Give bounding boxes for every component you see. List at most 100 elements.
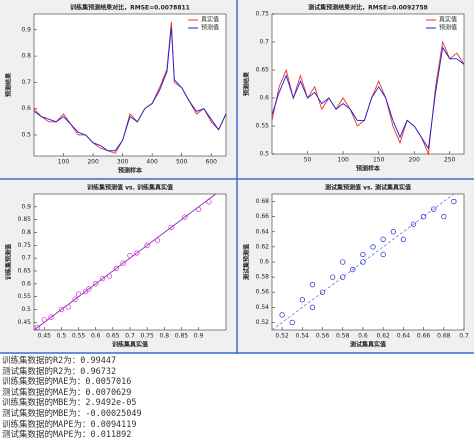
scatter-point — [34, 324, 41, 331]
y-tick-label: 0.7 — [21, 255, 31, 262]
x-tick-label: 600 — [206, 159, 218, 166]
scatter-point — [360, 251, 366, 258]
x-tick-label: 0.66 — [417, 333, 431, 340]
x-axis-label: 测试集真实值 — [350, 341, 386, 349]
y-tick-label: 0.62 — [256, 243, 270, 250]
x-tick-label: 50 — [304, 157, 312, 164]
x-tick-label: 200 — [87, 159, 99, 166]
legend-label: 预测值 — [201, 24, 219, 32]
scatter-point — [127, 252, 133, 259]
legend-label: 真实值 — [439, 16, 457, 24]
y-axis-label: 预测结果 — [243, 72, 251, 96]
scatter-point — [410, 221, 417, 227]
x-tick-label: 500 — [176, 159, 188, 166]
x-axis-label: 预测样本 — [356, 165, 381, 173]
y-tick-label: 0.66 — [256, 213, 270, 220]
y-tick-label: 0.6 — [21, 280, 31, 287]
legend-label: 真实值 — [201, 16, 219, 24]
scatter-point — [390, 229, 396, 235]
x-tick-label: 0.6 — [358, 333, 368, 340]
y-tick-label: 0.56 — [256, 289, 270, 296]
y-tick-label: 0.65 — [18, 267, 32, 274]
y-tick-label: 0.5 — [21, 306, 31, 313]
y-tick-label: 0.64 — [256, 228, 270, 235]
plot-area — [271, 193, 465, 331]
scatter-point — [360, 259, 366, 265]
console-line: 训练集数据的R2为：0.99447 — [2, 356, 117, 366]
scatter-point — [380, 251, 386, 258]
y-tick-label: 0.7 — [21, 79, 31, 86]
scatter-point — [299, 297, 305, 303]
chart-title: 训练集预测结果对比，RMSE=0.0078811 — [70, 4, 190, 12]
plot-area — [33, 193, 227, 331]
x-tick-label: 0.56 — [316, 333, 330, 340]
x-tick-label: 0.58 — [336, 333, 350, 340]
scatter-point — [144, 242, 150, 248]
x-tick-label: 0.54 — [296, 333, 310, 340]
scatter-point — [431, 206, 437, 212]
x-tick-label: 0.85 — [175, 333, 189, 340]
scatter-point — [120, 260, 126, 266]
y-tick-label: 0.75 — [256, 11, 270, 18]
y-axis-label: 测试集预测值 — [243, 244, 251, 280]
scatter-point — [309, 304, 316, 310]
x-tick-label: 0.9 — [194, 333, 204, 340]
y-tick-label: 0.5 — [259, 151, 269, 158]
scatter-point — [134, 250, 140, 256]
scatter-point — [86, 286, 92, 292]
x-axis-label: 预测样本 — [118, 167, 143, 175]
scatter-point — [451, 198, 457, 205]
scatter-point — [99, 276, 106, 282]
y-tick-label: 0.85 — [18, 216, 32, 223]
scatter-point — [340, 274, 346, 280]
scatter-point — [400, 236, 407, 242]
x-tick-label: 300 — [117, 159, 129, 166]
plot-area — [33, 13, 227, 157]
y-tick-label: 0.55 — [256, 123, 270, 130]
figure: 训练集预测结果对比，RMSE=0.0078811 预测样本 预测结果 100 200 30… — [0, 0, 474, 354]
x-tick-label: 0.45 — [38, 333, 52, 340]
x-tick-label: 200 — [408, 157, 420, 164]
scatter-point — [82, 288, 89, 295]
scatter-point — [65, 304, 71, 310]
x-tick-label: 250 — [444, 157, 456, 164]
y-tick-label: 0.7 — [259, 39, 269, 46]
x-tick-label: 0.62 — [376, 333, 390, 340]
scatter-point — [58, 306, 65, 313]
scatter-point — [106, 273, 113, 279]
x-axis-label: 训练集真实值 — [112, 341, 148, 349]
x-tick-label: 400 — [146, 159, 158, 166]
console-line: 训练集数据的MAE为：0.0057016 — [2, 377, 132, 388]
y-tick-label: 0.65 — [256, 67, 270, 74]
chart-title: 测试集预测值 vs. 测试集真实值 — [325, 184, 411, 192]
scatter-point — [329, 274, 336, 280]
y-tick-label: 0.54 — [256, 304, 270, 311]
x-tick-label: 150 — [373, 157, 385, 164]
plot-area — [271, 13, 465, 155]
scatter-point — [168, 224, 174, 231]
scatter-point — [72, 296, 78, 302]
y-tick-label: 0.5 — [21, 131, 31, 138]
y-tick-label: 0.9 — [21, 203, 31, 210]
scatter-point — [289, 319, 295, 326]
y-tick-label: 0.52 — [256, 319, 270, 326]
x-tick-label: 0.75 — [140, 333, 154, 340]
y-tick-label: 0.45 — [18, 319, 32, 326]
y-axis-label: 训练集预测值 — [5, 244, 13, 280]
scatter-point — [420, 214, 427, 220]
x-tick-label: 0.7 — [125, 333, 135, 340]
scatter-point — [75, 291, 82, 297]
scatter-point — [340, 259, 346, 265]
scatter-point — [309, 282, 316, 288]
scatter-point — [319, 289, 326, 295]
y-tick-label: 0.68 — [256, 198, 270, 205]
x-tick-label: 0.65 — [106, 333, 120, 340]
scatter-point — [182, 214, 188, 220]
line-series — [33, 27, 227, 152]
x-tick-label: 100 — [58, 159, 70, 166]
line-series — [33, 21, 227, 154]
scatter-point — [48, 314, 54, 320]
scatter-point — [380, 236, 386, 242]
console-line: 训练集数据的MAPE为：0.0094119 — [2, 419, 137, 430]
